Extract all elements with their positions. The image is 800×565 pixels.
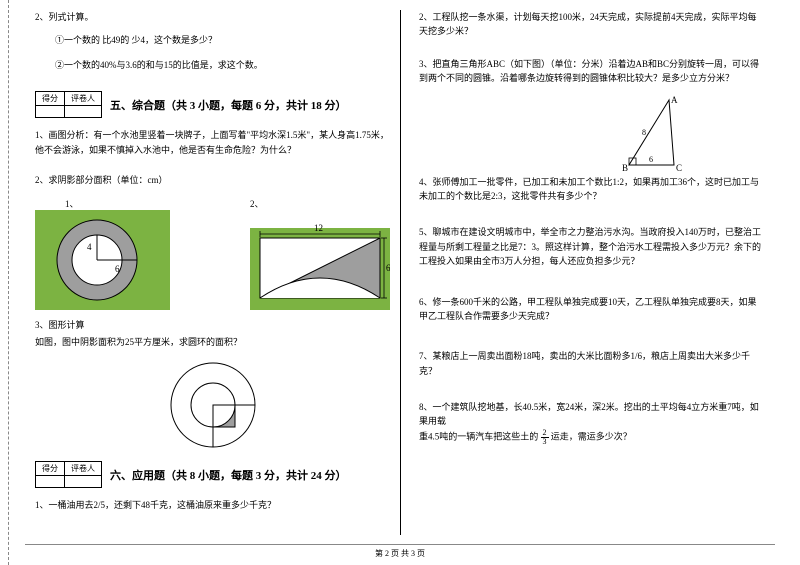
score-label: 得分: [36, 92, 65, 106]
s5-q3: 3、图形计算: [35, 318, 390, 332]
svg-text:6: 6: [649, 155, 653, 164]
section5-header: 得分评卷人 五、综合题（共 3 小题，每题 6 分，共计 18 分）: [35, 91, 390, 118]
fraction-2-3: 2 3: [541, 429, 549, 446]
s5-q2: 2、求阴影部分面积（单位：cm）: [35, 173, 390, 187]
svg-text:8: 8: [642, 128, 646, 137]
fig1-label: 1、: [65, 197, 170, 210]
q2-sub1: ①一个数的 比49的 少4，这个数是多少？: [55, 33, 390, 46]
svg-text:A: A: [671, 95, 678, 105]
score-label-6: 得分: [36, 462, 65, 476]
q2-head: 2、列式计算。: [35, 10, 390, 24]
ring-figure: 6 4: [35, 210, 170, 310]
grader-label-6: 评卷人: [65, 462, 102, 476]
right-column: 2、工程队挖一条水渠，计划每天挖100米，24天完成，实际提前4天完成，实际平均…: [401, 10, 775, 535]
grader-cell-6: [65, 476, 102, 488]
s5-q1: 1、画图分析：有一个水池里竖着一块牌子，上面写着"平均水深1.5米"，某人身高1…: [35, 128, 390, 157]
score-box-5: 得分评卷人: [35, 91, 102, 118]
svg-text:12: 12: [314, 223, 323, 233]
svg-text:C: C: [676, 163, 682, 173]
grader-label: 评卷人: [65, 92, 102, 106]
section6-title: 六、应用题（共 8 小题，每题 3 分，共计 24 分）: [110, 467, 347, 483]
r-q7: 7、某粮店上一周卖出面粉18吨，卖出的大米比面粉多1/6，粮店上周卖出大米多少千…: [419, 349, 765, 378]
figure-row: 1、 6 4 2、: [35, 197, 390, 310]
fig1-wrapper: 1、 6 4: [35, 197, 170, 310]
r-q3: 3、把直角三角形ABC（如下图）（单位：分米）沿着边AB和BC分别旋转一周，可以…: [419, 57, 765, 86]
svg-text:6: 6: [386, 263, 390, 273]
r-q2: 2、工程队挖一条水渠，计划每天挖100米，24天完成，实际提前4天完成，实际平均…: [419, 10, 765, 39]
score-cell: [36, 106, 65, 118]
score-box-6: 得分评卷人: [35, 461, 102, 488]
s5-q3-text: 如图，图中阴影面积为25平方厘米，求圆环的面积？: [35, 335, 390, 349]
page-container: 2、列式计算。 ①一个数的 比49的 少4，这个数是多少？ ②一个数的40%与3…: [0, 0, 800, 535]
frac-bot: 3: [541, 438, 549, 446]
svg-text:B: B: [622, 163, 628, 173]
section5-title: 五、综合题（共 3 小题，每题 6 分，共计 18 分）: [110, 97, 347, 113]
fig2-label: 2、: [250, 197, 390, 210]
circle-pie-figure: [158, 358, 268, 453]
page-footer: 第 2 页 共 3 页: [0, 544, 800, 559]
r-q8: 8、一个建筑队挖地基，长40.5米，宽24米，深2米。挖出的土平均每4立方米重7…: [419, 400, 765, 446]
r-q8b: 重4.5吨的一辆汽车把这些土的: [419, 431, 538, 441]
right-triangle-figure: A B C 8 6: [619, 95, 689, 175]
fig2-wrapper: 2、 12 6: [250, 197, 390, 310]
triangle-figure: 12 6: [250, 210, 390, 310]
binding-line: [8, 0, 9, 565]
score-cell-6: [36, 476, 65, 488]
svg-text:6: 6: [115, 264, 120, 274]
left-column: 2、列式计算。 ①一个数的 比49的 少4，这个数是多少？ ②一个数的40%与3…: [25, 10, 401, 535]
r-q4: 4、张师傅加工一批零件，已加工和未加工个数比1:2，如果再加工36个，这时已加工…: [419, 175, 765, 204]
r-q8a: 8、一个建筑队挖地基，长40.5米，宽24米，深2米。挖出的土平均每4立方米重7…: [419, 402, 759, 426]
s6-q1: 1、一桶油用去2/5，还剩下48千克，这桶油原来重多少千克？: [35, 498, 390, 512]
svg-text:4: 4: [87, 242, 92, 252]
r-q6: 6、修一条600千米的公路，甲工程队单独完成要10天，乙工程队单独完成要8天，如…: [419, 295, 765, 324]
r-q5: 5、聊城市在建设文明城市中，举全市之力整治污水沟。当政府投入140万时，已整治工…: [419, 225, 765, 268]
footer-line: [25, 544, 775, 545]
section6-header: 得分评卷人 六、应用题（共 8 小题，每题 3 分，共计 24 分）: [35, 461, 390, 488]
footer-text: 第 2 页 共 3 页: [375, 549, 425, 558]
grader-cell: [65, 106, 102, 118]
q2-sub2: ②一个数的40%与3.6的和与15的比值是，求这个数。: [55, 58, 390, 71]
r-q8c: 运走，需运多少次？: [551, 431, 632, 441]
